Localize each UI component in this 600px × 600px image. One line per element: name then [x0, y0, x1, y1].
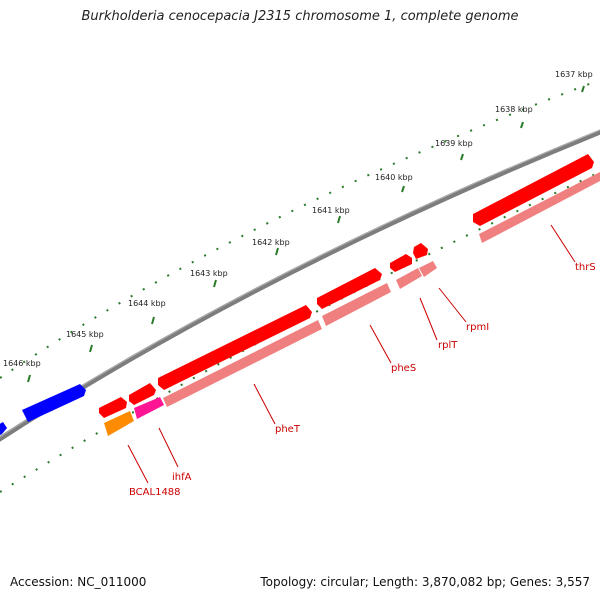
ruler-label-1642: 1642 kbp [252, 238, 290, 247]
ruler-label-1645: 1645 kbp [66, 330, 104, 339]
gene-label-BCAL1488: BCAL1488 [129, 487, 181, 498]
backbone-highlight [0, 129, 600, 438]
ruler-label-1641: 1641 kbp [312, 206, 350, 215]
pheT-feature [163, 320, 322, 407]
pheS-cds [317, 268, 382, 309]
rplT-feature [396, 268, 422, 289]
gene-label-pheS: pheS [391, 363, 416, 374]
BCAL1488-feature [104, 411, 134, 436]
accession-text: Accession: NC_011000 [10, 575, 147, 589]
pheT-cds [158, 305, 312, 390]
thrS-feature [479, 172, 600, 243]
gene-label-pheT: pheT [275, 424, 301, 435]
chromosome-backbone [0, 129, 600, 442]
ruler-label-1637: 1637 kbp [555, 70, 593, 79]
ruler-label-1639: 1639 kbp [435, 139, 473, 148]
ruler-label-1643: 1643 kbp [190, 269, 228, 278]
ihfA-cds [129, 383, 156, 405]
ruler-label-1640: 1640 kbp [375, 173, 413, 182]
rpmI-cds [413, 243, 428, 259]
ihfA-feature [134, 397, 164, 419]
thrS-cds [473, 154, 594, 226]
gene-label-rpmI: rpmI [466, 322, 489, 333]
map-title: Burkholderia cenocepacia J2315 chromosom… [81, 9, 519, 24]
rpmI-feature [419, 261, 437, 277]
pheS-feature [322, 283, 391, 326]
ruler-label-1644: 1644 kbp [128, 299, 166, 308]
genome-summary-text: Topology: circular; Length: 3,870,082 bp… [260, 575, 590, 589]
blue-gene-arrow [22, 384, 86, 422]
gene-label-rplT: rplT [438, 340, 458, 351]
label-leaders [127, 224, 576, 484]
rplT-cds [390, 254, 412, 272]
gene-label-ihfA: ihfA [172, 472, 192, 483]
BCAL1488-cds [99, 397, 127, 418]
outer-major-ticks [27, 85, 585, 383]
ruler-label-1646: 1646 kbp [3, 359, 41, 368]
blue-gene-arrow-partial [0, 422, 7, 435]
ruler-label-1638: 1638 kbp [495, 105, 533, 114]
gene-label-thrS: thrS [575, 262, 596, 273]
